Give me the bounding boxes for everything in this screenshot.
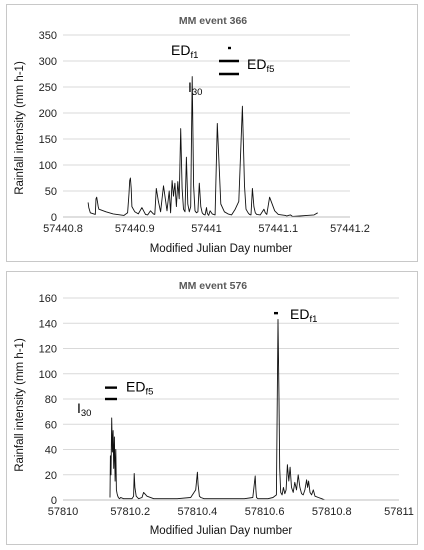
annotation-label: EDf5 <box>247 56 274 75</box>
x-tick-label: 57441.2 <box>330 223 370 235</box>
x-tick-label: 57441 <box>191 223 222 235</box>
y-tick-label: 60 <box>45 419 57 431</box>
y-axis-label: Rainfall intensity (mm h-1) <box>14 61 26 195</box>
y-tick-label: 0 <box>51 212 57 224</box>
chart-576: MM event 576 0 20 40 60 80 100 120 140 160 57810… <box>14 280 414 537</box>
x-tick-label: 57810.6 <box>245 506 285 518</box>
y-tick-label: 160 <box>39 293 57 305</box>
y-tick-label: 300 <box>39 56 57 68</box>
y-tick-labels: 0 20 40 60 80 100 120 140 160 <box>39 293 57 507</box>
annotations: EDf1 EDf5 I30 <box>77 306 317 419</box>
gridlines <box>63 34 350 192</box>
y-tick-label: 140 <box>39 318 57 330</box>
rainfall-series-line <box>87 76 318 217</box>
chart-title: MM event 366 <box>179 15 247 27</box>
x-tick-labels: 57440.8 57440.9 57441 57441.1 57441.2 <box>43 223 370 235</box>
y-tick-label: 150 <box>39 134 57 146</box>
y-axis-label: Rainfall intensity (mm h-1) <box>14 338 26 472</box>
x-tick-label: 57810 <box>48 506 79 518</box>
rainfall-series-line <box>109 319 326 501</box>
x-tick-label: 57810.2 <box>110 506 150 518</box>
annotation-label: EDf5 <box>126 379 153 398</box>
x-tick-label: 57810.4 <box>178 506 218 518</box>
y-tick-label: 350 <box>39 30 57 42</box>
annotation-label: EDf1 <box>171 42 198 61</box>
annotation-label: I30 <box>77 400 91 419</box>
y-tick-label: 250 <box>39 82 57 94</box>
annotations: EDf1 EDf5 I30 <box>171 42 274 98</box>
y-tick-label: 50 <box>45 186 57 198</box>
y-tick-label: 40 <box>45 445 57 457</box>
y-tick-label: 120 <box>39 344 57 356</box>
chart-366: MM event 366 0 50 100 150 200 250 300 350 57440… <box>14 15 370 255</box>
y-tick-labels: 0 50 100 150 200 250 300 350 <box>39 30 57 224</box>
y-tick-label: 100 <box>39 160 57 172</box>
x-tick-labels: 57810 57810.2 57810.4 57810.6 57810.8 57811 <box>48 506 414 518</box>
y-tick-label: 20 <box>45 470 57 482</box>
annotation-label: I30 <box>188 79 202 98</box>
chart-panel-event-366: MM event 366 0 50 100 150 200 250 300 350 57440… <box>6 4 418 262</box>
y-tick-label: 200 <box>39 108 57 120</box>
chart-title: MM event 576 <box>179 280 247 292</box>
x-tick-label: 57810.8 <box>312 506 352 518</box>
x-axis-label: Modified Julian Day number <box>150 525 293 537</box>
x-tick-label: 57811 <box>384 506 414 518</box>
chart-panel-event-576: MM event 576 0 20 40 60 80 100 120 140 160 57810… <box>6 271 418 545</box>
y-tick-label: 100 <box>39 369 57 381</box>
y-tick-label: 0 <box>51 495 57 507</box>
x-axis-label: Modified Julian Day number <box>150 243 293 255</box>
x-tick-label: 57440.9 <box>115 223 155 235</box>
gridlines <box>63 297 399 476</box>
x-tick-label: 57440.8 <box>43 223 83 235</box>
annotation-label: EDf1 <box>290 306 317 325</box>
y-tick-label: 80 <box>45 394 57 406</box>
x-tick-label: 57441.1 <box>258 223 298 235</box>
